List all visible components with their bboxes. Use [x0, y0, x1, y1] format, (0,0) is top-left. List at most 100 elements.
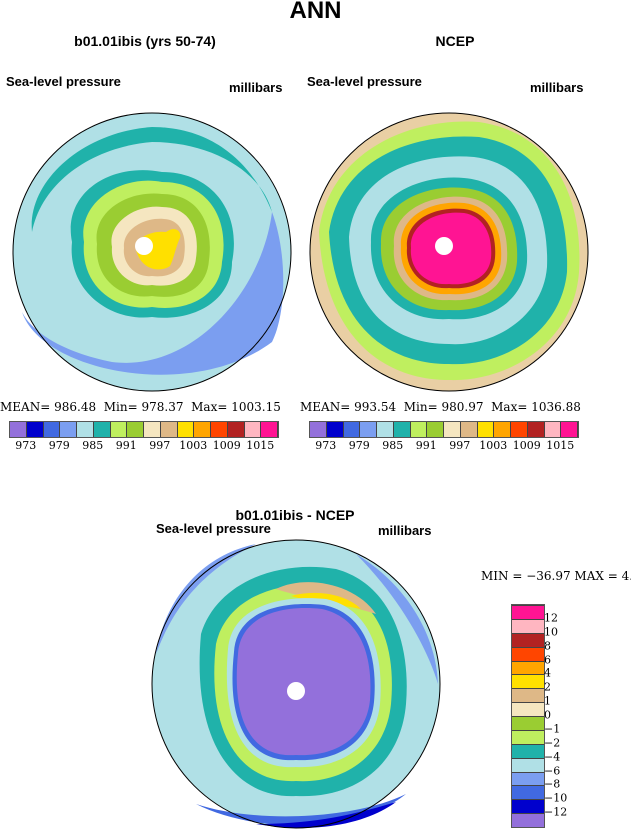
- panel-2-colorbar-swatch: [444, 422, 461, 437]
- panel-2-subtitle: NCEP: [435, 33, 475, 49]
- panel-1-colorbar: [9, 421, 279, 438]
- diff-colorbar-swatch: [512, 813, 544, 827]
- diff-colorbar-swatch: [512, 799, 544, 814]
- diff-colorbar-swatch: [512, 757, 544, 772]
- diff-colorbar: [511, 604, 545, 828]
- diff-colorbar-label: −8: [544, 777, 561, 791]
- panel-1-colorbar-swatch: [227, 422, 245, 437]
- panel-2-variable: Sea-level pressure: [307, 74, 422, 89]
- panel-2-colorbar-label: 1015: [546, 439, 575, 452]
- diff-colorbar-label: 4: [544, 666, 551, 680]
- panel-2-colorbar-label: 1009: [512, 439, 541, 452]
- diff-colorbar-swatch: [512, 743, 544, 758]
- panel-1-colorbar-swatch: [144, 422, 161, 437]
- panel-1-units: millibars: [229, 80, 283, 95]
- panel-2-colorbar-swatch: [544, 422, 562, 437]
- panel-2-colorbar-swatch: [343, 422, 361, 437]
- diff-colorbar-label: 10: [544, 625, 558, 639]
- panel-1-mean: 986.48: [54, 400, 97, 414]
- panel-1-colorbar-swatch: [26, 422, 44, 437]
- panel-2-colorbar-swatch: [410, 422, 428, 437]
- diff-colorbar-swatch: [512, 618, 544, 633]
- diff-units: millibars: [378, 523, 432, 538]
- panel-1-colorbar-label: 1009: [212, 439, 241, 452]
- panel-1-colorbar-swatch: [177, 422, 195, 437]
- panel-1-max: 1003.15: [231, 400, 281, 414]
- diff-colorbar-swatch: [512, 716, 544, 730]
- panel-1-stats: MEAN= 986.48 Min= 978.37 Max= 1003.15: [0, 400, 281, 414]
- panel-2-mean: 993.54: [354, 400, 397, 414]
- panel-1-colorbar-label: 991: [115, 439, 137, 452]
- panel-2-colorbar-label: 973: [315, 439, 337, 452]
- panel-2-colorbar-label: 997: [449, 439, 471, 452]
- panel-2-colorbar-swatch: [494, 422, 511, 437]
- panel-1-colorbar-label: 973: [15, 439, 37, 452]
- panel-1-colorbar-swatch: [60, 422, 77, 437]
- panel-2-colorbar-swatch: [477, 422, 495, 437]
- figure-title: ANN: [289, 0, 342, 24]
- diff-stats: MIN = −36.97 MAX = 4.55: [481, 569, 631, 583]
- diff-colorbar-swatch: [512, 674, 544, 689]
- panel-2-min: 980.97: [441, 400, 484, 414]
- diff-colorbar-swatch: [512, 632, 544, 647]
- panel-2-colorbar-label: 991: [415, 439, 437, 452]
- panel-2-max: 1036.88: [531, 400, 581, 414]
- panel-2-colorbar-swatch: [377, 422, 394, 437]
- diff-colorbar-swatch: [512, 660, 544, 675]
- diff-colorbar-label: 1: [544, 694, 551, 708]
- panel-2-colorbar: [309, 421, 579, 438]
- panel-1-colorbar-swatch: [10, 422, 27, 437]
- diff-colorbar-label: 12: [544, 611, 558, 625]
- panel-1-colorbar-swatch: [211, 422, 228, 437]
- diff-colorbar-label: −10: [544, 791, 568, 805]
- panel-1-colorbar-swatch: [194, 422, 211, 437]
- diff-map: [151, 539, 441, 829]
- diff-colorbar-swatch: [512, 688, 544, 703]
- panel-2-stats: MEAN= 993.54 Min= 980.97 Max= 1036.88: [300, 400, 581, 414]
- diff-colorbar-label: 0: [544, 708, 551, 722]
- panel-2-colorbar-swatch: [561, 422, 578, 437]
- diff-colorbar-label: 6: [544, 653, 551, 666]
- panel-1-colorbar-swatch: [110, 422, 128, 437]
- diff-colorbar-label: −6: [544, 764, 561, 777]
- diff-colorbar-label: −2: [544, 736, 561, 750]
- diff-colorbar-swatch: [512, 729, 544, 744]
- panel-1-colorbar-label: 997: [149, 439, 171, 452]
- panel-1-colorbar-swatch: [244, 422, 262, 437]
- panel-2-colorbar-swatch: [360, 422, 377, 437]
- panel-1-colorbar-swatch: [43, 422, 61, 437]
- diff-colorbar-label: −1: [544, 722, 561, 736]
- panel-1-colorbar-swatch: [261, 422, 278, 437]
- panel-2-colorbar-swatch: [310, 422, 327, 437]
- diff-colorbar-label: 2: [544, 680, 551, 694]
- panel-2-colorbar-swatch: [393, 422, 411, 437]
- panel-1-colorbar-label: 1003: [179, 439, 208, 452]
- diff-variable: Sea-level pressure: [156, 521, 271, 536]
- diff-colorbar-swatch: [512, 646, 544, 661]
- panel-1-subtitle: b01.01ibis (yrs 50-74): [74, 33, 216, 49]
- diff-colorbar-swatch: [512, 785, 544, 800]
- panel-2-colorbar-label: 1003: [479, 439, 508, 452]
- diff-colorbar-label: −12: [544, 805, 568, 819]
- panel-2-colorbar-swatch: [527, 422, 545, 437]
- panel-1-colorbar-swatch: [93, 422, 111, 437]
- panel-1-colorbar-swatch: [127, 422, 144, 437]
- panel-1-colorbar-label: 1015: [246, 439, 275, 452]
- panel-2-colorbar-swatch: [427, 422, 444, 437]
- diff-colorbar-label: 8: [544, 639, 551, 653]
- panel-1-colorbar-label: 985: [82, 439, 104, 452]
- panel-1-variable: Sea-level pressure: [6, 74, 121, 89]
- panel-2-colorbar-swatch: [511, 422, 528, 437]
- diff-colorbar-swatch: [512, 605, 544, 619]
- panel-1-colorbar-label: 979: [48, 439, 70, 452]
- diff-colorbar-swatch: [512, 771, 544, 786]
- panel-2-colorbar-label: 979: [348, 439, 370, 452]
- diff-colorbar-label: −4: [544, 750, 561, 764]
- diff-subtitle: b01.01ibis - NCEP: [235, 507, 355, 523]
- panel-1-map: [12, 112, 292, 392]
- panel-1-min: 978.37: [141, 400, 184, 414]
- diff-colorbar-swatch: [512, 702, 544, 716]
- panel-2-map: [309, 112, 589, 392]
- panel-2-units: millibars: [530, 80, 584, 95]
- panel-2-colorbar-swatch: [460, 422, 478, 437]
